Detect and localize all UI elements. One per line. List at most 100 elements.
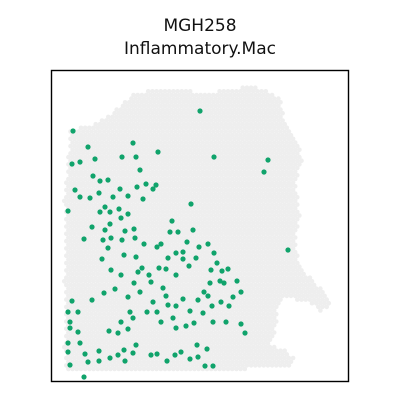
highlighted-spot [97, 178, 102, 183]
highlighted-spot [194, 342, 199, 347]
tissue-spot [167, 367, 172, 372]
tissue-spot [159, 367, 164, 372]
highlighted-spot [188, 201, 193, 206]
highlighted-spot [77, 340, 82, 345]
highlighted-spot [75, 329, 80, 334]
highlighted-spot [225, 266, 230, 271]
highlighted-spot [196, 244, 201, 249]
tissue-spot [180, 367, 185, 372]
highlighted-spot [122, 228, 127, 233]
highlighted-spot [207, 280, 212, 285]
highlighted-spot [150, 299, 155, 304]
highlighted-spot [186, 263, 191, 268]
highlighted-spot [218, 299, 223, 304]
highlighted-spot [69, 298, 74, 303]
highlighted-spot [167, 229, 172, 234]
highlighted-spot [183, 323, 188, 328]
highlighted-spot [261, 169, 266, 174]
highlighted-spot [96, 358, 101, 363]
highlighted-spot [127, 309, 132, 314]
tissue-spot [274, 363, 279, 368]
tissue-spot [129, 367, 134, 372]
highlighted-spot [65, 340, 70, 345]
highlighted-spot [67, 319, 72, 324]
tissue-spot [222, 367, 227, 372]
highlighted-spot [208, 267, 213, 272]
tissue-spot [217, 367, 222, 372]
highlighted-spot [133, 342, 138, 347]
highlighted-spot [234, 278, 239, 283]
tissue-spot [295, 297, 300, 302]
highlighted-spot [122, 358, 127, 363]
tissue-spot [171, 367, 176, 372]
highlighted-spot [89, 224, 94, 229]
highlighted-spot [160, 285, 165, 290]
tissue-spot [138, 367, 143, 372]
tissue-spot [270, 363, 275, 368]
highlighted-spot [173, 250, 178, 255]
tissue-spot [117, 367, 122, 372]
highlighted-spot [178, 349, 183, 354]
highlighted-spot [96, 190, 101, 195]
tissue-spot [184, 367, 189, 372]
highlighted-spot [134, 184, 139, 189]
tissue-spot [146, 367, 151, 372]
highlighted-spot [175, 229, 180, 234]
highlighted-spot [238, 289, 243, 294]
highlighted-spot [133, 254, 138, 259]
highlighted-spot [116, 206, 121, 211]
highlighted-spot [105, 177, 110, 182]
highlighted-spot [211, 250, 216, 255]
highlighted-spot [112, 286, 117, 291]
tissue-spot [188, 367, 193, 372]
highlighted-spot [115, 352, 120, 357]
highlighted-spot [102, 204, 107, 209]
highlighted-spot [125, 193, 130, 198]
highlighted-spot [85, 144, 90, 149]
tissue-spot [266, 363, 271, 368]
highlighted-spot [131, 226, 136, 231]
highlighted-spot [155, 149, 160, 154]
highlighted-spot [97, 209, 102, 214]
highlighted-spot [242, 330, 247, 335]
highlighted-spot [172, 352, 177, 357]
tissue-spot [87, 367, 92, 372]
highlighted-spot [201, 289, 206, 294]
tissue-spot [104, 367, 109, 372]
tissue-spot [253, 363, 258, 368]
highlighted-spot [137, 167, 142, 172]
highlighted-spot [132, 235, 137, 240]
tissue-spot [133, 367, 138, 372]
highlighted-spot [65, 208, 70, 213]
highlighted-spot [173, 325, 178, 330]
highlighted-spot [153, 182, 158, 187]
highlighted-spot [139, 265, 144, 270]
highlighted-spot [92, 156, 97, 161]
tissue-spot [226, 367, 231, 372]
tissue-spot [261, 363, 266, 368]
highlighted-spot [130, 140, 135, 145]
tissue-spot [75, 367, 80, 372]
highlighted-spot [107, 209, 112, 214]
highlighted-spot [100, 237, 105, 242]
tissue-spot [125, 367, 130, 372]
highlighted-spot [205, 241, 210, 246]
highlighted-spot [119, 237, 124, 242]
tissue-spot [310, 301, 315, 306]
highlighted-spot [238, 321, 243, 326]
tissue-spot [150, 367, 155, 372]
highlighted-spot [211, 154, 216, 159]
tissue-spot [285, 294, 290, 299]
highlighted-spot [202, 363, 207, 368]
tissue-spot [91, 367, 96, 372]
tissue-spot [100, 367, 105, 372]
tissue-spot [289, 294, 294, 299]
tissue-spot [282, 363, 287, 368]
highlighted-spot [143, 181, 148, 186]
highlighted-spot [184, 239, 189, 244]
highlighted-spot [169, 218, 174, 223]
highlighted-spot [130, 315, 135, 320]
highlighted-spot [101, 290, 106, 295]
highlighted-spot [141, 241, 146, 246]
